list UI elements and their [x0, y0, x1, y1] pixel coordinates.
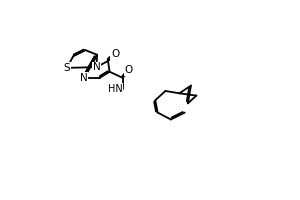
Text: N: N — [92, 62, 100, 72]
Text: HN: HN — [108, 84, 123, 94]
Text: N: N — [80, 73, 88, 83]
Text: O: O — [125, 65, 133, 75]
Text: O: O — [111, 49, 119, 59]
Text: S: S — [64, 63, 70, 73]
